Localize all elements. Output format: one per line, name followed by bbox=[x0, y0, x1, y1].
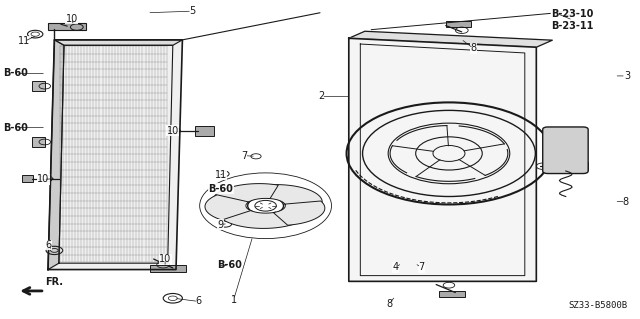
Polygon shape bbox=[349, 38, 536, 281]
Polygon shape bbox=[205, 195, 253, 222]
Text: B-60: B-60 bbox=[4, 68, 28, 78]
Text: B-60: B-60 bbox=[209, 184, 233, 194]
Text: 2: 2 bbox=[318, 91, 324, 101]
Text: B-60: B-60 bbox=[4, 122, 28, 133]
Circle shape bbox=[545, 140, 586, 160]
Text: B-23-11: B-23-11 bbox=[552, 20, 594, 31]
Bar bbox=[32, 137, 45, 147]
Text: 6: 6 bbox=[45, 240, 51, 250]
Polygon shape bbox=[349, 31, 552, 47]
Bar bbox=[440, 291, 465, 297]
Bar bbox=[195, 126, 214, 136]
Text: 7: 7 bbox=[418, 262, 424, 272]
Text: 7: 7 bbox=[241, 151, 248, 161]
Text: 10: 10 bbox=[37, 174, 50, 184]
Text: B-60: B-60 bbox=[217, 260, 241, 271]
Polygon shape bbox=[273, 201, 325, 225]
Bar bbox=[401, 263, 436, 271]
Text: 3: 3 bbox=[624, 71, 630, 81]
Text: 9: 9 bbox=[218, 219, 224, 230]
Polygon shape bbox=[214, 184, 278, 203]
Text: 11: 11 bbox=[214, 170, 227, 180]
Text: SZ33-B5800B: SZ33-B5800B bbox=[569, 301, 628, 310]
Text: 6: 6 bbox=[195, 296, 202, 307]
Bar bbox=[22, 175, 33, 182]
FancyBboxPatch shape bbox=[543, 127, 588, 174]
Bar bbox=[445, 21, 471, 27]
Text: 1: 1 bbox=[230, 295, 237, 305]
Text: B-23-10: B-23-10 bbox=[552, 9, 594, 19]
Polygon shape bbox=[48, 40, 64, 270]
Text: 10: 10 bbox=[65, 13, 78, 24]
Text: 10: 10 bbox=[166, 126, 179, 136]
Text: FR.: FR. bbox=[45, 277, 63, 287]
Text: 8: 8 bbox=[470, 43, 477, 54]
Polygon shape bbox=[54, 40, 182, 45]
Text: 8: 8 bbox=[623, 197, 629, 207]
Bar bbox=[562, 162, 588, 170]
Bar bbox=[48, 23, 86, 30]
Bar bbox=[150, 265, 186, 272]
Polygon shape bbox=[268, 185, 322, 205]
Text: 10: 10 bbox=[159, 254, 172, 264]
Circle shape bbox=[561, 148, 571, 153]
Bar bbox=[32, 81, 45, 91]
Text: 8: 8 bbox=[386, 299, 392, 309]
Polygon shape bbox=[48, 40, 182, 270]
Text: 4: 4 bbox=[392, 262, 399, 272]
Text: 5: 5 bbox=[189, 6, 195, 16]
Polygon shape bbox=[223, 211, 294, 228]
Text: 11: 11 bbox=[18, 36, 31, 47]
